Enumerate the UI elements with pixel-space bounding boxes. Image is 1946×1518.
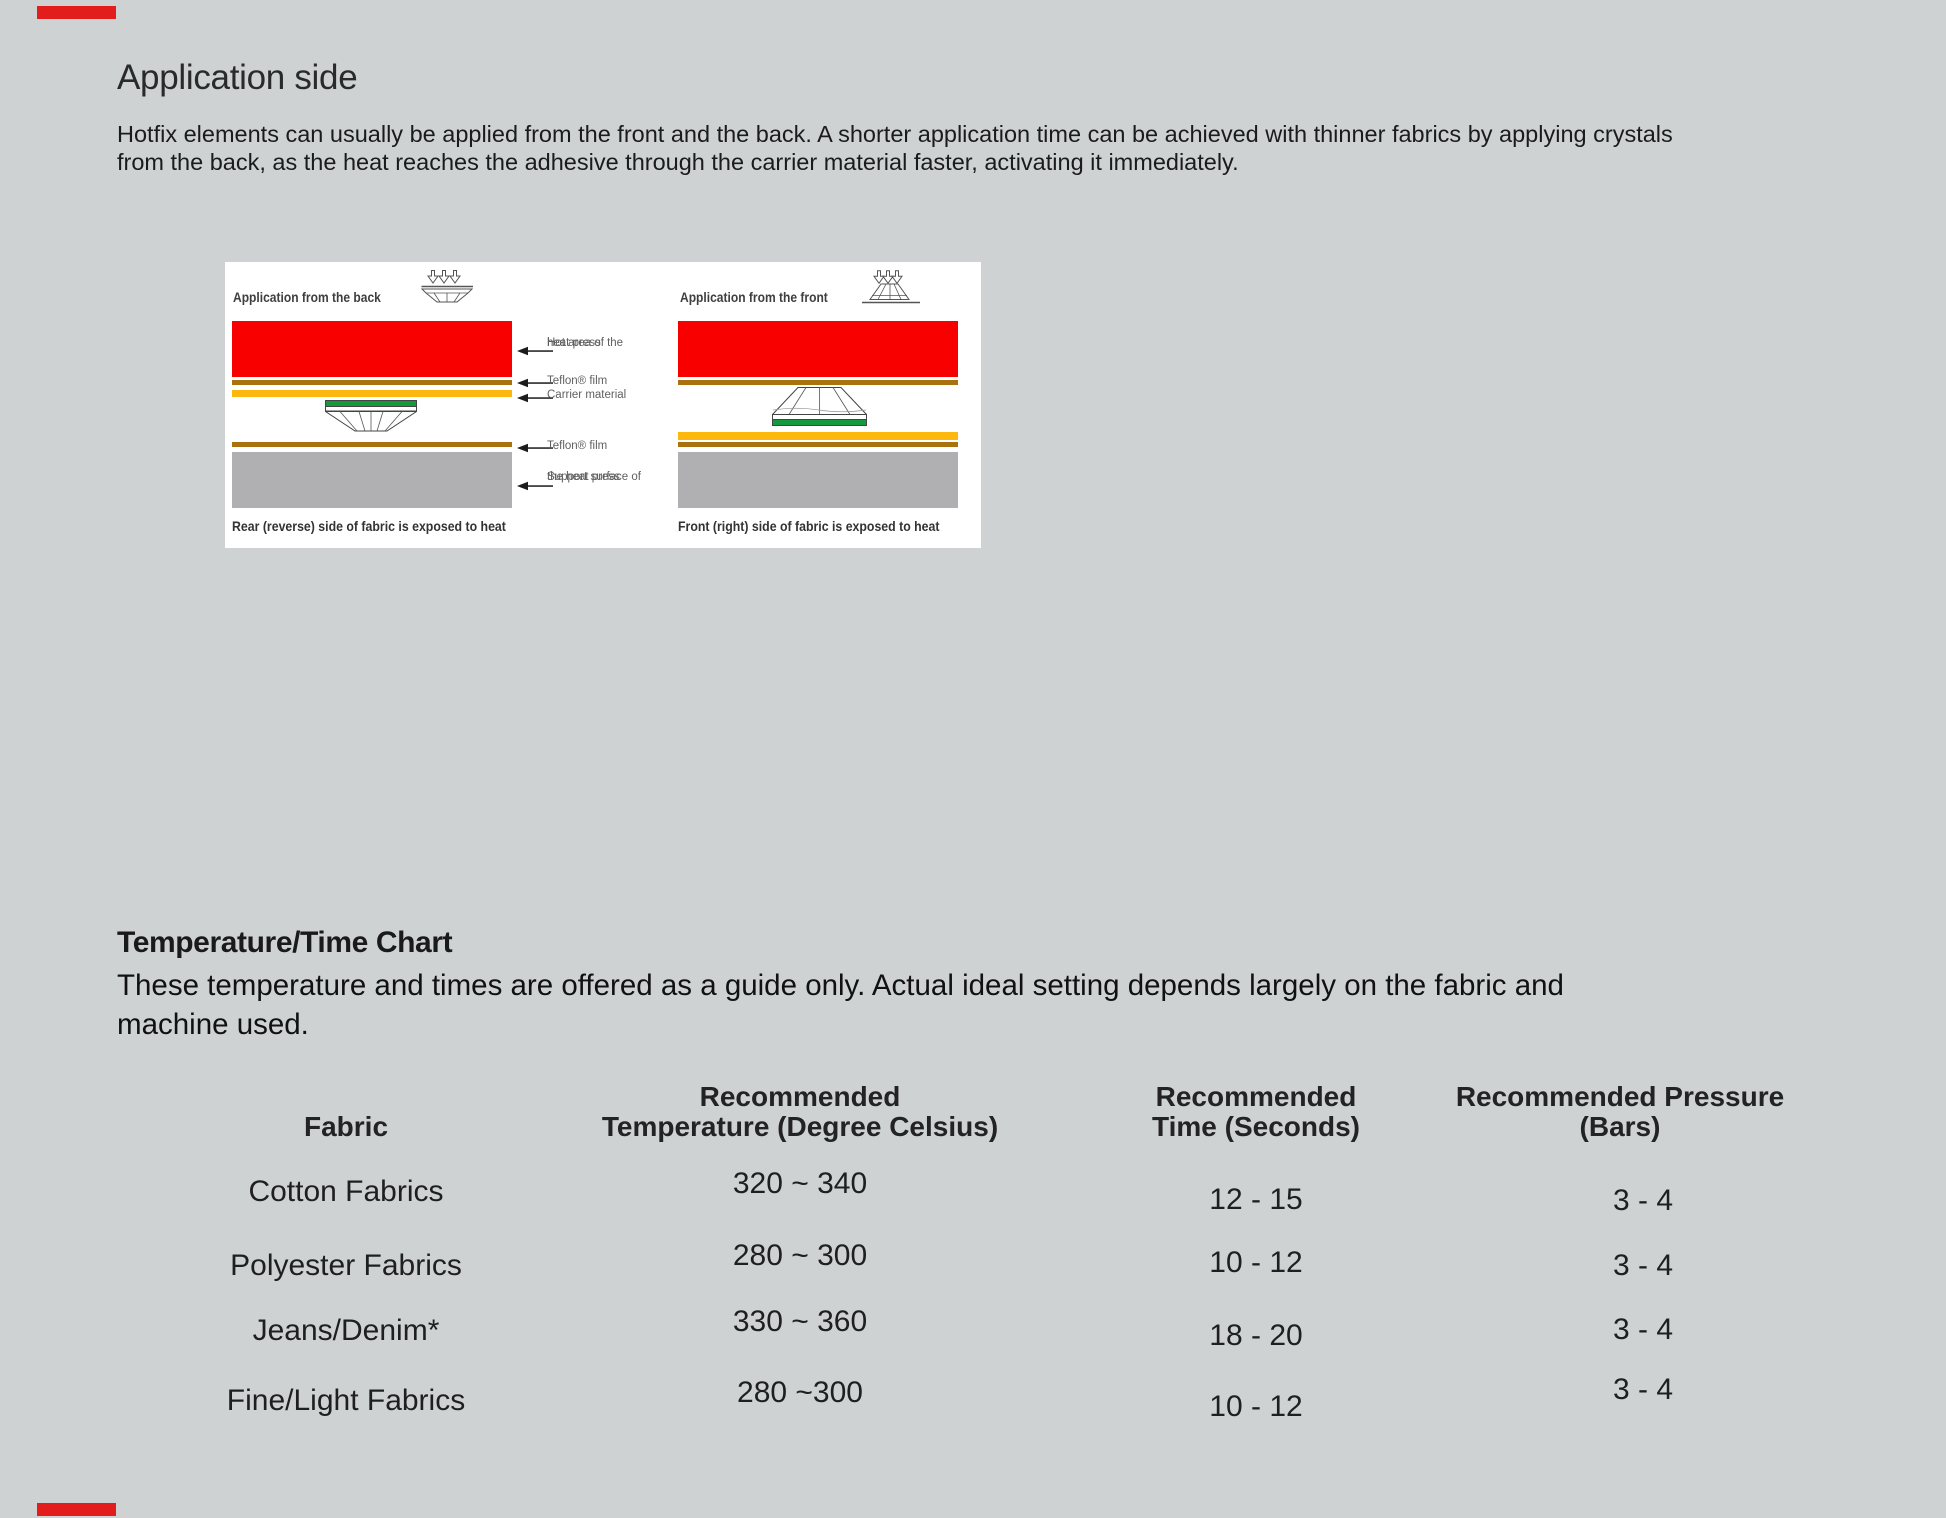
- heat-press-back-icon: [421, 270, 474, 303]
- table-cell-time: 10 - 12: [1209, 1390, 1303, 1423]
- teflon-film-top-front: [678, 380, 958, 385]
- hot-area-band-back: [232, 321, 512, 377]
- page-title: Application side: [117, 58, 358, 97]
- chart-heading: Temperature/Time Chart: [117, 926, 453, 959]
- carrier-material-band-front: [678, 432, 958, 440]
- arrow-teflon-bottom-icon: [517, 443, 553, 453]
- table-cell-pressure: 3 - 4: [1612, 1249, 1674, 1282]
- red-accent-top: [37, 6, 116, 19]
- table-cell-temperature: 320 ~ 340: [732, 1167, 868, 1200]
- intro-paragraph: Hotfix elements can usually be applied f…: [117, 120, 1877, 176]
- table-cell-fabric: Jeans/Denim*: [252, 1314, 440, 1347]
- hot-area-band-front: [678, 321, 958, 377]
- heat-press-front-icon: [862, 270, 920, 304]
- table-cell-fabric: Cotton Fabrics: [248, 1175, 444, 1208]
- label-teflon-top: Teflon® film: [547, 375, 608, 387]
- support-surface-front: [678, 452, 958, 508]
- table-cell-time: 10 - 12: [1209, 1246, 1303, 1279]
- chart-note-line-1: These temperature and times are offered …: [117, 969, 1564, 1002]
- teflon-film-bottom-back: [232, 442, 512, 447]
- arrow-teflon-top-icon: [517, 378, 553, 388]
- crystal-upside-down: [325, 400, 417, 432]
- chart-note: These temperature and times are offered …: [117, 966, 1897, 1044]
- table-cell-time: 12 - 15: [1209, 1183, 1303, 1216]
- crystal-upright: [772, 387, 867, 426]
- arrow-carrier-icon: [517, 393, 553, 403]
- teflon-film-top-back: [232, 380, 512, 385]
- chart-note-line-2: machine used.: [117, 1008, 309, 1041]
- arrow-hot-area-icon: [517, 346, 553, 356]
- application-diagram-panel: Application from the back Application fr…: [225, 262, 981, 548]
- carrier-material-band-back: [232, 390, 512, 397]
- table-cell-temperature: 280 ~300: [737, 1376, 863, 1409]
- col-header-fabric: Fabric: [303, 1111, 389, 1142]
- table-cell-pressure: 3 - 4: [1612, 1373, 1674, 1406]
- table-cell-fabric: Fine/Light Fabrics: [226, 1384, 466, 1417]
- arrow-support-icon: [517, 481, 553, 491]
- table-cell-fabric: Polyester Fabrics: [230, 1249, 462, 1282]
- teflon-film-bottom-front: [678, 442, 958, 447]
- col-header-temperature: Recommended Temperature (Degree Celsius): [601, 1081, 999, 1142]
- label-teflon-bottom: Teflon® film: [547, 440, 608, 452]
- intro-line-2: from the back, as the heat reaches the a…: [117, 149, 1239, 175]
- label-carrier: Carrier material: [547, 389, 627, 401]
- col-header-pressure: Recommended Pressure (Bars): [1455, 1081, 1785, 1142]
- table-cell-pressure: 3 - 4: [1612, 1184, 1674, 1217]
- table-cell-temperature: 330 ~ 360: [732, 1305, 868, 1338]
- red-accent-bottom: [37, 1503, 116, 1516]
- col-header-time: Recommended Time (Seconds): [1152, 1081, 1360, 1142]
- table-cell-time: 18 - 20: [1209, 1319, 1303, 1352]
- intro-line-1: Hotfix elements can usually be applied f…: [117, 121, 1673, 147]
- table-cell-temperature: 280 ~ 300: [732, 1239, 868, 1272]
- table-cell-pressure: 3 - 4: [1612, 1313, 1674, 1346]
- support-surface-back: [232, 452, 512, 508]
